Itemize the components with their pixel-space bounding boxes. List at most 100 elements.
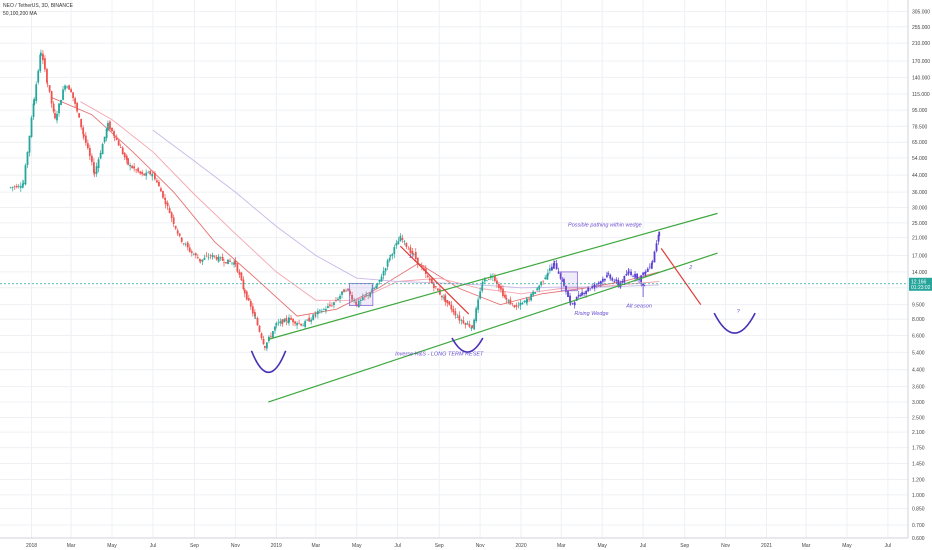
candle-body <box>378 279 381 282</box>
candle-body <box>247 298 250 301</box>
y-tick-label: 1.000 <box>912 493 925 499</box>
candle-body <box>219 257 222 259</box>
candle-body <box>634 273 636 278</box>
price-tag-countdown: 01:23:02 <box>911 285 931 291</box>
x-tick-label: Mar <box>67 543 76 549</box>
candle-body <box>17 186 20 187</box>
candle-body <box>103 136 106 143</box>
candle-body <box>597 282 600 285</box>
candle-body <box>329 304 331 306</box>
chart-grid <box>0 0 908 539</box>
candle-body <box>605 275 608 278</box>
candle-body <box>84 135 87 143</box>
candle-body <box>76 102 79 112</box>
candle-body <box>70 89 72 93</box>
candle-body <box>145 172 148 176</box>
hs-arc <box>451 337 484 353</box>
y-tick-label: 210.000 <box>912 41 930 47</box>
candle-body <box>151 174 154 177</box>
candle-body <box>251 306 254 314</box>
candle-body <box>593 285 596 288</box>
candle-body <box>428 278 431 281</box>
candle-body <box>555 263 558 270</box>
candle-body <box>192 254 195 256</box>
candle-body <box>369 292 372 297</box>
hs-arc <box>713 312 756 334</box>
candle-body <box>170 212 173 218</box>
highlight-box <box>560 271 578 292</box>
candle-body <box>388 258 391 261</box>
x-tick-label: Mar <box>557 543 566 549</box>
candle-body <box>557 271 560 274</box>
candle-body <box>607 273 610 275</box>
candle-body <box>353 300 355 302</box>
candle-body <box>409 247 412 253</box>
candle-body <box>203 257 206 260</box>
candle-body <box>632 275 634 277</box>
y-tick-label: 1.750 <box>912 446 925 452</box>
candle-body <box>395 243 398 246</box>
candle-body <box>137 168 140 172</box>
highlight-boxes <box>348 271 578 306</box>
candle-body <box>231 262 233 264</box>
candle-body <box>475 308 478 322</box>
candle-body <box>583 293 585 295</box>
candle-body <box>105 128 108 139</box>
trendline <box>660 248 702 306</box>
candle-body <box>505 297 508 300</box>
candle-body <box>178 233 181 236</box>
candle-body <box>563 279 565 286</box>
candle-body <box>245 291 248 300</box>
candle-body <box>551 266 553 271</box>
candle-body <box>174 226 177 229</box>
candle-body <box>316 311 319 315</box>
candle-body <box>416 257 419 264</box>
candle-body <box>310 319 313 322</box>
candle-body <box>420 265 423 268</box>
candle-body <box>357 300 360 308</box>
y-tick-label: 0.700 <box>912 523 925 529</box>
candle-body <box>483 279 486 282</box>
candle-body <box>139 171 142 174</box>
trendline <box>268 212 718 340</box>
candle-body <box>653 251 656 263</box>
candle-body <box>164 201 167 205</box>
candle-body <box>113 131 115 136</box>
candle-body <box>243 289 246 294</box>
candle-body <box>515 305 518 307</box>
candle-body <box>242 279 245 290</box>
candle-body <box>184 244 187 245</box>
candle-body <box>380 276 383 282</box>
candle-body <box>240 272 243 281</box>
y-tick-label: 255.000 <box>912 25 930 31</box>
candle-body <box>225 262 227 264</box>
candle-body <box>46 83 49 85</box>
x-tick-label: Sep <box>435 543 444 549</box>
candle-body <box>263 345 266 348</box>
candle-body <box>498 283 500 289</box>
candle-body <box>172 217 175 224</box>
candle-body <box>107 122 109 130</box>
candle-body <box>536 288 539 291</box>
candle-body <box>609 274 612 279</box>
candle-body <box>401 237 404 241</box>
candle-body <box>72 92 74 98</box>
candle-body <box>621 281 624 283</box>
x-tick-label: May <box>597 543 607 549</box>
candle-body <box>215 257 218 260</box>
candle-body <box>446 300 449 304</box>
candle-body <box>587 287 590 292</box>
candle-body <box>24 165 27 185</box>
annotations: Possible pathing within wedge Inverse H&S… <box>395 222 741 357</box>
candle-body <box>412 254 415 255</box>
candle-body <box>430 278 433 284</box>
candle-body <box>432 283 435 288</box>
candle-body <box>302 325 305 327</box>
candle-body <box>337 298 339 300</box>
price-tag <box>909 277 932 291</box>
candle-body <box>39 54 42 72</box>
candle-body <box>546 274 549 280</box>
y-tick-label: 44.000 <box>912 173 928 179</box>
